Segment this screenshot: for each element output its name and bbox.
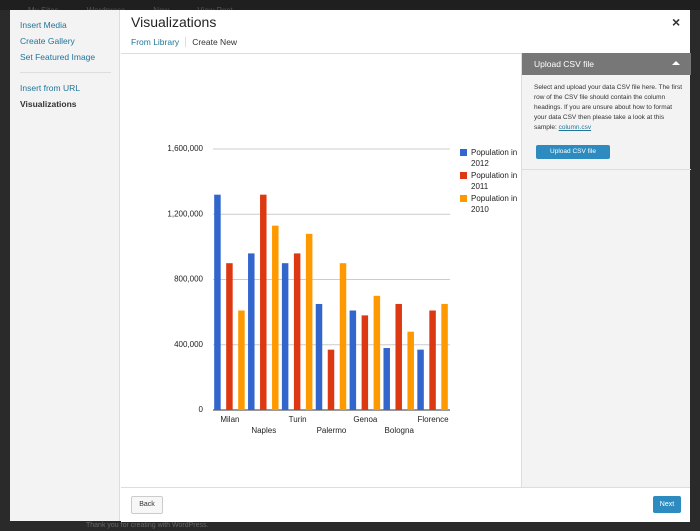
bar xyxy=(339,263,347,410)
tab[interactable]: From Library xyxy=(131,37,187,47)
bar xyxy=(383,348,390,410)
bar xyxy=(305,233,313,410)
menu-link[interactable]: Create Gallery xyxy=(20,36,75,46)
y-tick-label: 1,200,000 xyxy=(167,209,203,218)
modal-footer: Back Next xyxy=(121,487,690,522)
bar xyxy=(293,253,301,410)
next-button[interactable]: Next xyxy=(653,496,681,513)
menu-link[interactable]: Insert from URL xyxy=(20,83,80,93)
x-tick-label: Turin xyxy=(289,415,307,424)
panel-header[interactable]: Upload CSV file xyxy=(522,53,691,75)
x-tick-label: Genoa xyxy=(353,415,378,424)
menu-link[interactable]: Insert Media xyxy=(20,20,67,30)
y-tick-label: 0 xyxy=(199,405,204,414)
bar xyxy=(248,253,255,410)
bar xyxy=(214,194,221,410)
bar xyxy=(407,331,414,410)
bar xyxy=(272,225,279,410)
bar xyxy=(441,303,448,410)
divider xyxy=(121,53,690,54)
legend-swatch xyxy=(460,195,467,202)
tabs: From Library Create New xyxy=(131,37,249,47)
bar xyxy=(373,295,381,410)
chart: 0 400,000 800,000 1,200,000 1,600,000 Milan Na… xyxy=(167,144,517,435)
sidebar: Insert Media Create Gallery Set Featured I… xyxy=(10,10,120,521)
upload-button[interactable]: Upload CSV file xyxy=(536,145,610,159)
bar xyxy=(260,194,267,410)
bar xyxy=(429,310,436,410)
close-button[interactable]: × xyxy=(672,14,681,30)
sample-link[interactable]: column.csv xyxy=(558,124,592,131)
divider xyxy=(522,169,691,170)
bar xyxy=(226,263,233,410)
modal: Insert Media Create Gallery Set Featured I… xyxy=(10,10,691,522)
x-tick-label: Milan xyxy=(220,415,239,424)
x-tick-label: Bologna xyxy=(385,426,415,435)
upload-panel: Upload CSV file Select and upload your d… xyxy=(521,53,691,487)
legend-label: Population in 2012 xyxy=(471,148,517,168)
legend-swatch xyxy=(460,149,467,156)
x-tick-label: Naples xyxy=(251,426,276,435)
bar xyxy=(395,303,402,410)
legend-swatch xyxy=(460,172,467,179)
back-button[interactable]: Back xyxy=(131,496,163,514)
admin-bar: My SitesWordpressNewView Post xyxy=(0,0,700,15)
y-tick-label: 1,600,000 xyxy=(167,144,203,153)
collapse-icon xyxy=(672,61,680,65)
bar xyxy=(349,310,357,410)
tab[interactable]: Create New xyxy=(192,37,238,47)
modal-title: Visualizations xyxy=(131,14,217,30)
bar xyxy=(361,315,369,410)
bar xyxy=(327,349,335,410)
x-tick-label: Florence xyxy=(418,415,450,424)
y-tick-label: 400,000 xyxy=(174,340,203,349)
bar xyxy=(315,303,323,410)
x-tick-label: Palermo xyxy=(317,426,347,435)
bar xyxy=(238,310,245,410)
menu-link[interactable]: Set Featured Image xyxy=(20,52,96,62)
y-tick-label: 800,000 xyxy=(174,275,203,284)
active-menu-item[interactable]: Visualizations xyxy=(20,99,77,109)
bar xyxy=(417,349,424,410)
panel-description: Select and upload your data CSV file her… xyxy=(534,83,684,133)
description: Select and upload your data CSV file her… xyxy=(534,84,683,131)
admin-footer: Thank you for creating with WordPress. xyxy=(86,522,209,529)
legend-label: Population in 2011 xyxy=(471,171,517,191)
bar xyxy=(281,263,289,410)
legend-label: Population in 2010 xyxy=(471,194,517,214)
